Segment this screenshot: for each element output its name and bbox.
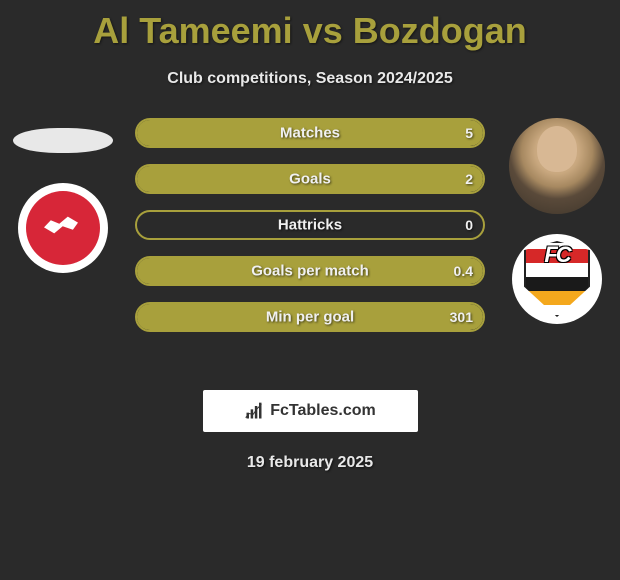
right-club-logo: FC	[512, 234, 602, 324]
almere-city-crest	[26, 191, 100, 265]
stat-bar-label: Hattricks	[137, 217, 483, 234]
stat-bar-row: Matches5	[135, 118, 485, 148]
stat-bars-container: Matches5Goals2Hattricks0Goals per match0…	[135, 118, 485, 332]
stat-bar-row: Goals per match0.4	[135, 256, 485, 286]
right-player-photo	[509, 118, 605, 214]
stat-bar-label: Matches	[137, 125, 483, 142]
left-player-column	[8, 118, 118, 273]
stat-bar-label: Min per goal	[137, 309, 483, 326]
fctables-watermark: FcTables.com	[203, 390, 418, 432]
stat-bar-value-right: 2	[465, 171, 473, 187]
left-club-logo	[18, 183, 108, 273]
comparison-date: 19 february 2025	[0, 454, 620, 472]
stat-bar-row: Hattricks0	[135, 210, 485, 240]
left-player-photo-placeholder	[13, 128, 113, 153]
stat-bar-label: Goals	[137, 171, 483, 188]
stat-bar-value-right: 0	[465, 217, 473, 233]
comparison-content: Matches5Goals2Hattricks0Goals per match0…	[0, 118, 620, 368]
stat-bar-label: Goals per match	[137, 263, 483, 280]
bar-chart-icon	[244, 401, 264, 421]
comparison-subtitle: Club competitions, Season 2024/2025	[0, 70, 620, 88]
stat-bar-row: Goals2	[135, 164, 485, 194]
stat-bar-value-right: 301	[450, 309, 473, 325]
comparison-title: Al Tameemi vs Bozdogan	[0, 0, 620, 52]
fc-utrecht-letters: FC	[512, 242, 602, 268]
stat-bar-value-right: 5	[465, 125, 473, 141]
right-player-column: FC	[502, 118, 612, 324]
stat-bar-value-right: 0.4	[454, 263, 473, 279]
stat-bar-row: Min per goal301	[135, 302, 485, 332]
watermark-text: FcTables.com	[270, 402, 376, 420]
